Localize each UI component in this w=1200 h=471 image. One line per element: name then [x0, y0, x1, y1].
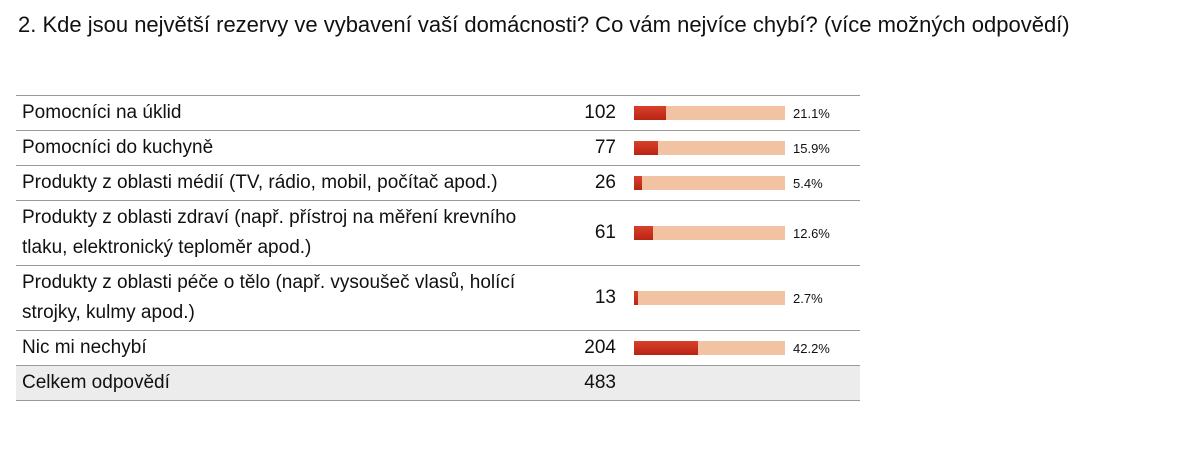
bar-track — [634, 106, 785, 120]
answer-count: 61 — [594, 222, 616, 243]
results-table: Pomocníci na úklid 102 21.1% Pomocníci do k… — [16, 95, 860, 401]
result-row: Produkty z oblasti péče o tělo (např. vy… — [16, 266, 860, 331]
percent-label: 12.6% — [793, 225, 830, 241]
percent-label: 42.2% — [793, 340, 830, 356]
total-label: Celkem odpovědí — [22, 372, 170, 393]
percent-bar — [634, 176, 643, 190]
percent-bar — [634, 226, 654, 240]
percent-label: 2.7% — [793, 290, 823, 306]
answer-count: 102 — [584, 102, 616, 123]
bar-track — [634, 341, 785, 355]
total-count: 483 — [584, 372, 616, 393]
answer-count: 77 — [594, 137, 616, 158]
percent-bar — [634, 106, 666, 120]
answer-label: Nic mi nechybí — [22, 337, 147, 358]
percent-label: 15.9% — [793, 140, 830, 156]
answer-label: Produkty z oblasti médií (TV, rádio, mob… — [22, 172, 498, 193]
answer-label: Produkty z oblasti péče o tělo (např. vy… — [22, 272, 516, 323]
total-row: Celkem odpovědí 483 — [16, 366, 860, 401]
percent-label: 5.4% — [793, 175, 823, 191]
bar-track — [634, 226, 785, 240]
result-row: Produkty z oblasti zdraví (např. přístro… — [16, 201, 860, 266]
bar-track — [634, 141, 785, 155]
result-row: Nic mi nechybí 204 42.2% — [16, 331, 860, 366]
result-row: Produkty z oblasti médií (TV, rádio, mob… — [16, 166, 860, 201]
question-title: 2. Kde jsou největší rezervy ve vybavení… — [18, 12, 1070, 37]
percent-bar — [634, 341, 698, 355]
answer-label: Pomocníci do kuchyně — [22, 137, 214, 158]
result-row: Pomocníci na úklid 102 21.1% — [16, 96, 860, 131]
result-row: Pomocníci do kuchyně 77 15.9% — [16, 131, 860, 166]
bar-track — [634, 176, 785, 190]
answer-count: 204 — [584, 337, 616, 358]
percent-bar — [634, 141, 658, 155]
answer-count: 26 — [594, 172, 616, 193]
percent-bar — [634, 291, 639, 305]
answer-label: Produkty z oblasti zdraví (např. přístro… — [22, 207, 517, 258]
answer-label: Pomocníci na úklid — [22, 102, 182, 123]
bar-track — [634, 291, 785, 305]
answer-count: 13 — [594, 287, 616, 308]
percent-label: 21.1% — [793, 105, 830, 121]
